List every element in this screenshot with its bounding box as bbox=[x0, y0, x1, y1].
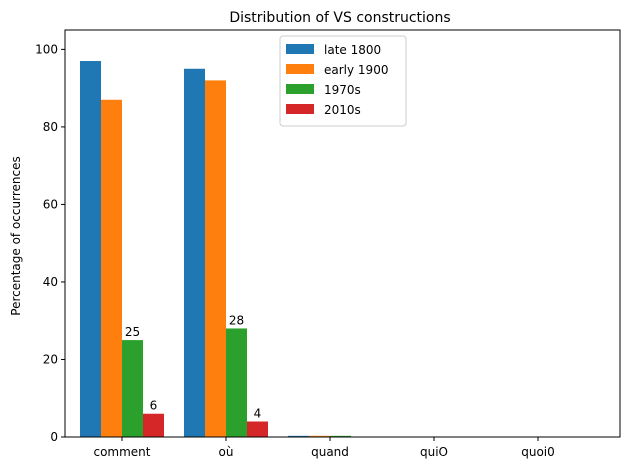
data-label: 28 bbox=[229, 313, 244, 327]
y-tick-label: 100 bbox=[35, 42, 58, 56]
bar bbox=[226, 328, 247, 437]
bar bbox=[309, 435, 330, 437]
legend-label: late 1800 bbox=[324, 43, 381, 57]
y-tick-label: 40 bbox=[43, 275, 58, 289]
x-tick-label: quand bbox=[311, 445, 349, 459]
bar bbox=[288, 435, 309, 437]
legend-swatch bbox=[286, 104, 314, 114]
y-tick-label: 60 bbox=[43, 197, 58, 211]
y-tick-label: 20 bbox=[43, 352, 58, 366]
y-axis-label: Percentage of occurrences bbox=[9, 156, 23, 315]
legend-swatch bbox=[286, 84, 314, 94]
x-tick-label: quiO bbox=[420, 445, 448, 459]
bar bbox=[205, 80, 226, 437]
x-tick-label: où bbox=[219, 445, 234, 459]
bar bbox=[247, 421, 268, 437]
bar bbox=[122, 340, 143, 437]
data-label: 4 bbox=[254, 406, 262, 420]
legend-label: 1970s bbox=[324, 83, 361, 97]
plot-frame bbox=[64, 29, 621, 438]
legend-label: 2010s bbox=[324, 103, 361, 117]
x-tick-label: comment bbox=[93, 445, 150, 459]
bar bbox=[184, 68, 205, 437]
y-tick-label: 0 bbox=[50, 430, 58, 444]
legend-box bbox=[279, 35, 407, 127]
x-tick-label: quoi0 bbox=[521, 445, 555, 459]
data-label: 25 bbox=[125, 325, 140, 339]
legend-swatch bbox=[286, 44, 314, 54]
legend-swatch bbox=[286, 64, 314, 74]
legend: late 1800 early 1900 1970s 2010s bbox=[279, 35, 407, 127]
bar bbox=[330, 435, 351, 437]
bar bbox=[101, 99, 122, 438]
chart-title: Distribution of VS constructions bbox=[229, 10, 450, 26]
y-tick-label: 80 bbox=[43, 120, 58, 134]
bar bbox=[80, 61, 101, 438]
legend-label: early 1900 bbox=[324, 63, 388, 77]
data-label: 6 bbox=[150, 399, 158, 413]
bar bbox=[143, 413, 164, 437]
